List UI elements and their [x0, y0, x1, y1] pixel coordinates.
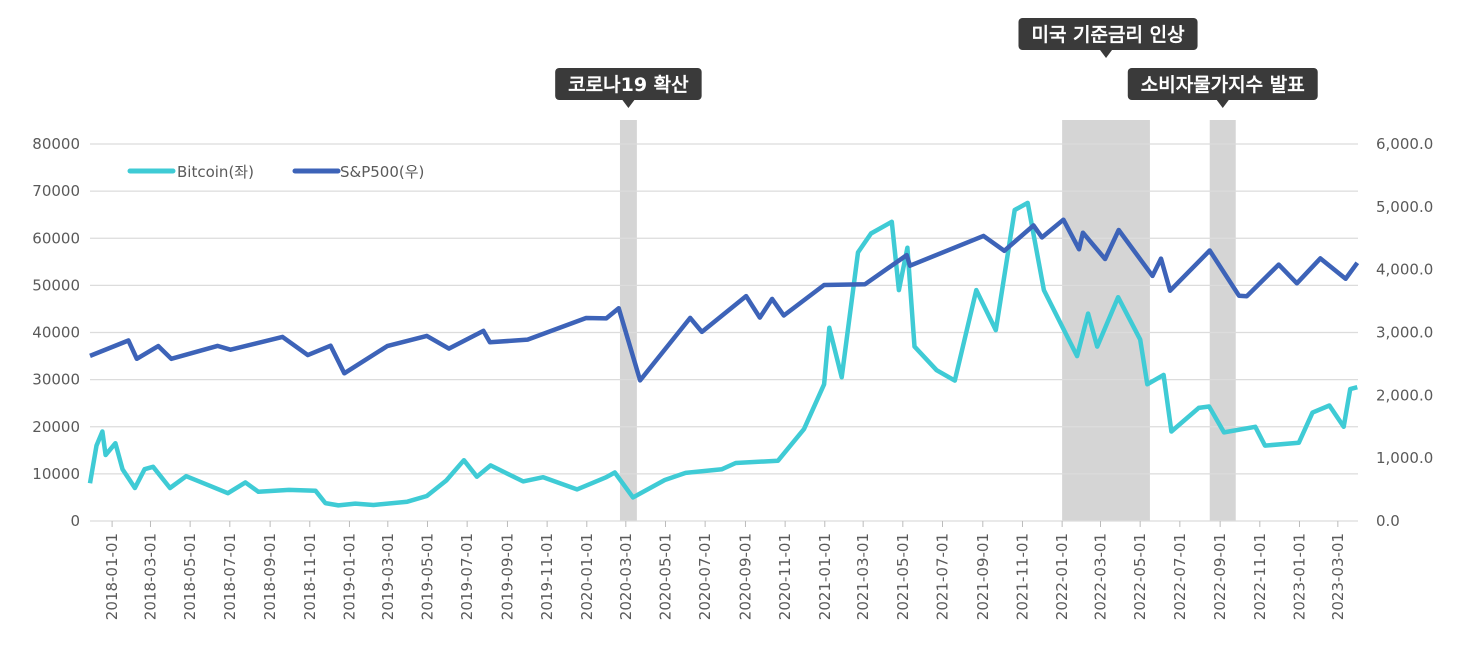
left-tick-label: 60000 [32, 229, 80, 247]
right-tick-label: 2,000.0 [1376, 386, 1433, 404]
annotation-box [1127, 68, 1318, 100]
x-tick-label: 2019-05-01 [418, 533, 436, 620]
gridlines [90, 143, 1358, 522]
right-axis-labels: 0.0 1,000.0 2,000.0 3,000.0 4,000.0 5,000.0 6,… [1376, 135, 1433, 530]
right-tick-label: 1,000.0 [1376, 449, 1433, 467]
left-tick-label: 0 [70, 512, 80, 530]
x-tick-label: 2018-11-01 [301, 533, 319, 620]
x-tick-label: 2021-09-01 [974, 533, 992, 620]
x-tick-label: 2021-11-01 [1013, 533, 1031, 620]
x-tick-label: 2018-09-01 [261, 533, 279, 620]
shaded-period [619, 120, 637, 521]
legend-label-sp500: S&P500(우) [340, 163, 424, 181]
series-lines [87, 200, 1360, 508]
annotation-box [555, 68, 702, 100]
shaded-periods [619, 120, 1236, 521]
x-tick-label: 2019-07-01 [458, 533, 476, 620]
right-tick-label: 3,000.0 [1376, 324, 1433, 342]
x-tick-label: 2019-09-01 [498, 533, 516, 620]
series-line-bitcoin [87, 200, 1358, 508]
left-axis-labels: 0 10000 20000 30000 40000 50000 60000 70000 8000… [32, 135, 80, 530]
x-tick-label: 2022-07-01 [1171, 533, 1189, 620]
annotation-label: 소비자물가지수 발표 [1141, 74, 1305, 96]
x-tick-label: 2021-01-01 [816, 533, 834, 620]
annotation-pointer [622, 100, 635, 108]
x-tick-label: 2020-11-01 [776, 533, 794, 620]
x-tick-label: 2020-01-01 [578, 533, 596, 620]
x-tick-label: 2018-01-01 [103, 533, 121, 620]
x-tick-label: 2018-05-01 [181, 533, 199, 620]
x-tick-label: 2022-01-01 [1053, 533, 1071, 620]
x-tick-label: 2019-01-01 [340, 533, 358, 620]
shaded-period [1209, 120, 1236, 521]
x-tick-label: 2022-05-01 [1131, 533, 1149, 620]
legend: Bitcoin(좌) S&P500(우) [127, 163, 424, 181]
x-tick-label: 2018-03-01 [141, 533, 159, 620]
left-tick-label: 40000 [32, 324, 80, 342]
left-tick-label: 20000 [32, 418, 80, 436]
annotation-label: 미국 기준금리 인상 [1031, 24, 1185, 46]
x-axis-labels: 2018-01-01 2018-03-01 2018-05-01 2018-07-01… [103, 521, 1347, 620]
left-tick-label: 70000 [32, 182, 80, 200]
x-tick-label: 2021-07-01 [933, 533, 951, 620]
x-tick-label: 2020-07-01 [696, 533, 714, 620]
series-line-sp500 [89, 217, 1360, 383]
x-tick-label: 2018-07-01 [221, 533, 239, 620]
x-tick-label: 2020-03-01 [617, 533, 635, 620]
x-tick-label: 2021-05-01 [894, 533, 912, 620]
annotation-pointer [1216, 100, 1229, 108]
x-tick-label: 2023-03-01 [1329, 533, 1347, 620]
x-tick-label: 2020-09-01 [736, 533, 754, 620]
left-tick-label: 30000 [32, 371, 80, 389]
left-tick-label: 80000 [32, 135, 80, 153]
x-tick-label: 2021-03-01 [854, 533, 872, 620]
x-tick-label: 2019-03-01 [379, 533, 397, 620]
x-tick-label: 2020-05-01 [656, 533, 674, 620]
x-tick-label: 2023-01-01 [1290, 533, 1308, 620]
right-tick-label: 6,000.0 [1376, 135, 1433, 153]
right-tick-label: 4,000.0 [1376, 261, 1433, 279]
x-tick-label: 2022-11-01 [1251, 533, 1269, 620]
right-tick-label: 5,000.0 [1376, 198, 1433, 216]
x-tick-label: 2022-03-01 [1091, 533, 1109, 620]
left-tick-label: 50000 [32, 276, 80, 294]
x-tick-label: 2019-11-01 [538, 533, 556, 620]
left-tick-label: 10000 [32, 465, 80, 483]
annotation-label: 코로나19 확산 [568, 73, 689, 96]
x-tick-label: 2022-09-01 [1211, 533, 1229, 620]
legend-label-bitcoin: Bitcoin(좌) [177, 163, 254, 181]
annotation-box [1018, 18, 1198, 50]
annotation-pointer [1100, 50, 1113, 58]
right-tick-label: 0.0 [1376, 512, 1400, 530]
